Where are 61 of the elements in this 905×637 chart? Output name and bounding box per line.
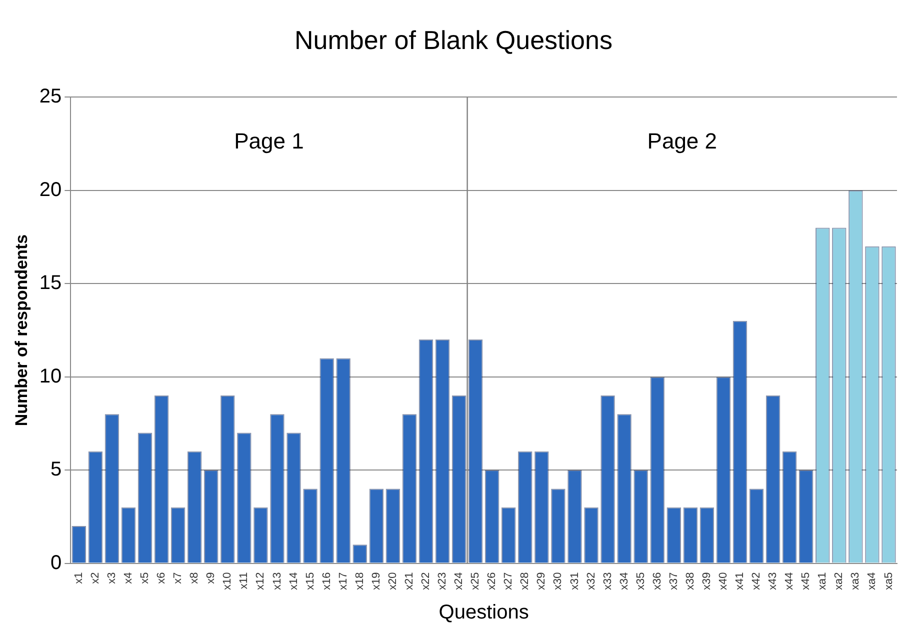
x-tick-label: x10 xyxy=(222,572,234,590)
x-tick-label: x34 xyxy=(618,572,630,590)
x-tick-label: x14 xyxy=(288,572,300,590)
y-tick-label: 20 xyxy=(39,178,62,201)
y-tick-label: 25 xyxy=(39,86,62,108)
x-tick-label: x26 xyxy=(486,572,498,590)
x-tick-label: x5 xyxy=(139,572,152,584)
x-tick-label: x42 xyxy=(750,572,763,590)
x-tick-label: x19 xyxy=(370,572,382,590)
x-tick-label: x22 xyxy=(420,572,432,590)
x-tick-label: x41 xyxy=(734,572,746,590)
annotation: Page 1 xyxy=(234,128,304,154)
x-tick-label: xa3 xyxy=(850,572,862,590)
x-axis-title: Questions xyxy=(438,602,529,624)
x-tick-label: xa2 xyxy=(833,572,846,590)
x-tick-label: x32 xyxy=(585,572,598,590)
x-tick-label: x31 xyxy=(568,572,581,590)
x-tick-label: x24 xyxy=(453,572,466,590)
annotation: Page 2 xyxy=(647,128,718,154)
x-tick-label: x43 xyxy=(767,572,780,590)
x-tick-label: x9 xyxy=(205,572,218,584)
x-tick-label: x17 xyxy=(337,572,350,590)
y-tick-label: 15 xyxy=(39,272,62,294)
x-tick-label: x13 xyxy=(271,572,284,590)
x-tick-label: x18 xyxy=(354,572,366,590)
x-tick-label: xa5 xyxy=(882,572,895,590)
x-tick-label: x33 xyxy=(602,572,614,590)
x-tick-label: x11 xyxy=(238,572,250,590)
x-tick-label: xa1 xyxy=(816,572,829,590)
x-tick-label: x1 xyxy=(72,572,85,584)
x-tick-label: x3 xyxy=(106,572,118,584)
x-tick-label: x40 xyxy=(718,572,730,590)
y-tick-label: 0 xyxy=(50,552,62,574)
x-tick-label: x6 xyxy=(156,572,168,584)
x-tick-label: x16 xyxy=(320,572,333,590)
x-tick-label: x20 xyxy=(386,572,399,590)
x-tick-label: x15 xyxy=(304,572,316,590)
x-tick-label: x8 xyxy=(188,572,201,584)
y-tick-label: 10 xyxy=(39,365,62,388)
chart-title: Number of Blank Questions xyxy=(294,24,612,55)
x-tick-label: xa4 xyxy=(866,572,878,590)
x-tick-label: x44 xyxy=(784,572,796,590)
x-tick-label: x23 xyxy=(436,572,449,590)
x-tick-label: x27 xyxy=(502,572,515,590)
x-tick-label: x37 xyxy=(668,572,680,590)
x-tick-label: x28 xyxy=(519,572,532,590)
x-tick-label: x7 xyxy=(172,572,184,584)
x-tick-label: x45 xyxy=(800,572,812,590)
x-tick-label: x4 xyxy=(122,572,135,584)
x-tick-label: x29 xyxy=(536,572,548,590)
x-tick-label: x21 xyxy=(403,572,416,590)
x-tick-label: x30 xyxy=(552,572,564,590)
y-tick-label: 5 xyxy=(50,458,62,481)
y-axis-title: Number of respondents xyxy=(12,234,31,426)
x-tick-label: x38 xyxy=(684,572,696,590)
x-tick-label: x39 xyxy=(700,572,713,590)
x-tick-label: x12 xyxy=(254,572,267,590)
x-tick-label: x25 xyxy=(470,572,482,590)
x-tick-label: x2 xyxy=(89,572,102,584)
x-tick-label: x36 xyxy=(651,572,664,590)
x-tick-label: x35 xyxy=(634,572,647,590)
